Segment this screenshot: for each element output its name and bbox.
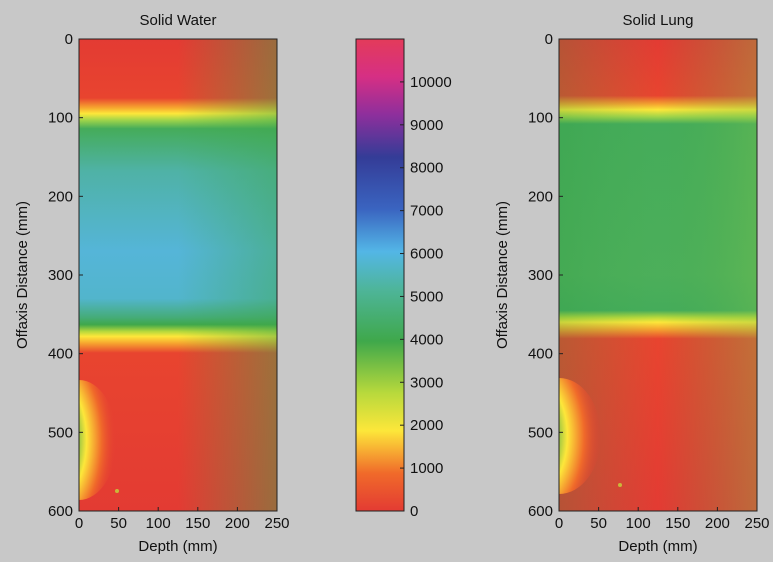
x-tick-label: 250 <box>264 515 289 532</box>
y-axis-label: Offaxis Distance (mm) <box>494 201 511 349</box>
x-axis-label: Depth (mm) <box>138 538 217 555</box>
colorbar-tick-label: 5000 <box>410 288 443 305</box>
colorbar-tick-label: 10000 <box>410 74 452 91</box>
y-tick-label: 600 <box>528 503 553 520</box>
heatmap-hotspot <box>559 378 601 494</box>
colorbar-tick-label: 9000 <box>410 117 443 134</box>
y-tick-label: 500 <box>528 424 553 441</box>
tick-labels: 0 50 100 150 200 250 0 100 200 300 400 500 600 <box>48 31 290 532</box>
y-tick-label: 0 <box>65 31 73 48</box>
heatmap-speck <box>115 489 119 493</box>
x-tick-label: 0 <box>555 515 563 532</box>
x-tick-label: 150 <box>665 515 690 532</box>
y-tick-label: 400 <box>528 346 553 363</box>
y-tick-label: 200 <box>48 188 73 205</box>
x-tick-label: 250 <box>744 515 769 532</box>
heatmap-speck <box>618 483 622 487</box>
y-axis-label: Offaxis Distance (mm) <box>14 201 31 349</box>
y-tick-label: 100 <box>528 110 553 127</box>
heatmap-hotspot <box>79 380 117 500</box>
x-tick-label: 200 <box>225 515 250 532</box>
colorbar-tick-label: 3000 <box>410 374 443 391</box>
x-tick-label: 50 <box>110 515 127 532</box>
y-tick-label: 600 <box>48 503 73 520</box>
colorbar-tick-label: 2000 <box>410 417 443 434</box>
x-tick-label: 0 <box>75 515 83 532</box>
x-tick-label: 200 <box>705 515 730 532</box>
colorbar-tick-label: 4000 <box>410 331 443 348</box>
x-tick-label: 100 <box>626 515 651 532</box>
colorbar-tick-label: 7000 <box>410 203 443 220</box>
colorbar-tick-label: 8000 <box>410 160 443 177</box>
plot-title: Solid Water <box>140 12 217 29</box>
tick-labels: 0 50 100 150 200 250 0 100 200 300 400 500 600 <box>528 31 770 532</box>
y-tick-label: 300 <box>48 267 73 284</box>
colorbar-tick-label: 0 <box>410 503 418 520</box>
x-axis-label: Depth (mm) <box>618 538 697 555</box>
y-tick-label: 500 <box>48 424 73 441</box>
colorbar-gradient <box>355 38 405 512</box>
x-tick-label: 150 <box>185 515 210 532</box>
y-tick-label: 200 <box>528 188 553 205</box>
x-tick-label: 100 <box>146 515 171 532</box>
heatmap-field <box>559 39 757 511</box>
colorbar-tick-label: 6000 <box>410 246 443 263</box>
y-tick-label: 100 <box>48 110 73 127</box>
plot-solid-lung: Solid Lung Depth (mm) Offaxis Distance (… <box>494 12 770 555</box>
y-tick-label: 300 <box>528 267 553 284</box>
colorbar-tick-label: 1000 <box>410 460 443 477</box>
y-tick-label: 0 <box>545 31 553 48</box>
plot-title: Solid Lung <box>623 12 694 29</box>
y-tick-label: 400 <box>48 346 73 363</box>
plot-solid-water: Solid Water Depth (mm) Offaxis Distance … <box>14 12 290 555</box>
colorbar-tick-labels: 0 1000 2000 3000 4000 5000 6000 7000 8000 9000 100… <box>400 74 452 520</box>
x-tick-label: 50 <box>590 515 607 532</box>
colorbar: 0 1000 2000 3000 4000 5000 6000 7000 8000 9000 100… <box>355 38 452 520</box>
heatmap-field <box>79 39 277 511</box>
